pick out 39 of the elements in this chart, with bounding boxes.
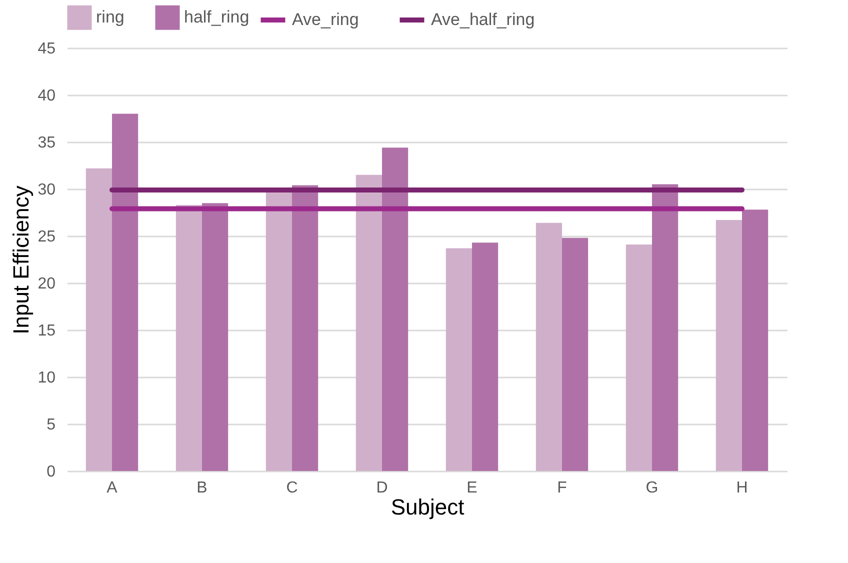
y-tick-label: 25 bbox=[38, 228, 56, 246]
bar bbox=[536, 222, 562, 471]
y-tick-label: 5 bbox=[46, 416, 56, 434]
x-tick-label: B bbox=[196, 480, 208, 496]
bar bbox=[86, 168, 112, 471]
legend-label: Ave_ring bbox=[292, 10, 359, 29]
x-axis-title: Subject bbox=[390, 494, 464, 520]
y-tick-label: 45 bbox=[38, 40, 56, 58]
y-axis-title: Input Efficiency bbox=[8, 186, 34, 334]
x-tick-label: H bbox=[736, 480, 748, 496]
y-tick-label: 0 bbox=[46, 464, 56, 480]
bar bbox=[652, 184, 678, 471]
x-tick-label: E bbox=[466, 480, 478, 496]
bar bbox=[292, 185, 318, 471]
legend-label: ring bbox=[96, 8, 124, 27]
bar bbox=[112, 114, 138, 471]
x-tick-label: A bbox=[106, 480, 118, 496]
y-tick-label: 35 bbox=[38, 134, 56, 152]
y-tick-label: 15 bbox=[38, 322, 56, 340]
y-tick-label: 30 bbox=[38, 182, 56, 198]
y-tick-label: 10 bbox=[38, 370, 56, 386]
bar bbox=[742, 210, 768, 471]
x-tick-label: F bbox=[557, 480, 568, 496]
bar bbox=[626, 244, 652, 471]
bar bbox=[446, 248, 472, 471]
bar bbox=[472, 242, 498, 471]
x-tick-label: C bbox=[286, 480, 298, 496]
bar bbox=[176, 204, 202, 471]
bar bbox=[562, 238, 588, 471]
x-tick-label: D bbox=[376, 480, 388, 496]
legend-label: Ave_half_ring bbox=[431, 10, 535, 29]
legend-label: half_ring bbox=[184, 8, 250, 27]
y-tick-label: 20 bbox=[38, 276, 56, 292]
x-tick-label: G bbox=[646, 480, 658, 496]
bar bbox=[382, 148, 408, 471]
y-tick-label: 40 bbox=[38, 88, 56, 104]
bar bbox=[202, 203, 228, 471]
bar bbox=[356, 174, 382, 471]
bar bbox=[716, 220, 742, 471]
